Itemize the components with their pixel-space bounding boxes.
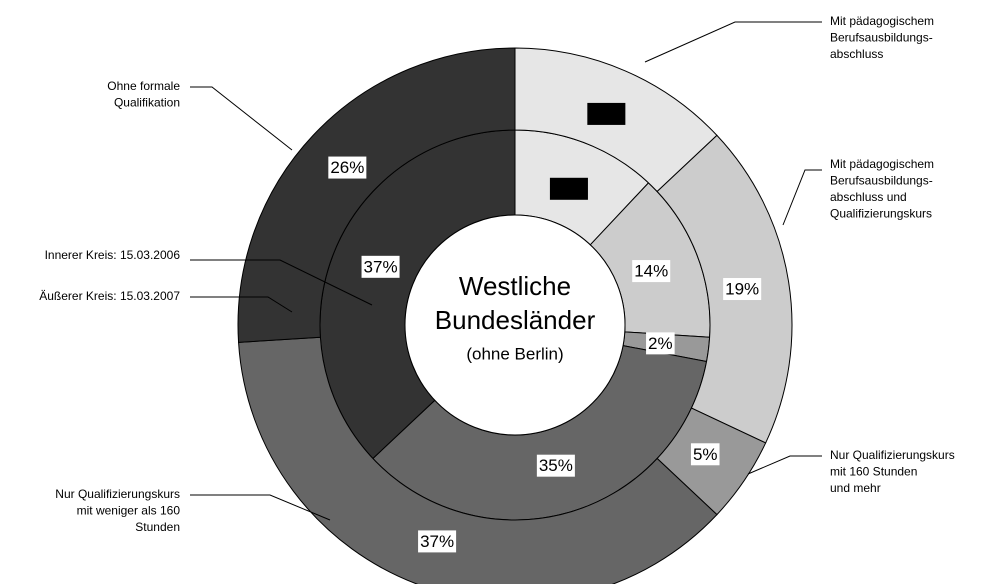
value-label-bg <box>328 156 367 179</box>
value-label: 5% <box>693 445 718 464</box>
center-hole <box>404 214 626 436</box>
legend-label: Nur Qualifizierungskurs <box>830 448 955 462</box>
value-label: 26% <box>330 158 364 177</box>
leader-line <box>747 455 822 475</box>
series-label: Äußerer Kreis: 15.03.2007 <box>39 289 180 303</box>
legend-label: und mehr <box>830 481 881 495</box>
value-label: 13% <box>589 104 623 123</box>
legend-label: Berufsausbildungs- <box>830 31 933 45</box>
slice <box>237 47 516 343</box>
value-label: 14% <box>634 262 668 281</box>
leader-line <box>644 21 822 63</box>
legend-label: Ohne formale <box>107 79 180 93</box>
slice <box>238 336 718 584</box>
legend-label: mit weniger als 160 <box>77 504 181 518</box>
labels: 12% 14% 2% 35% 37% 13% 19% 5% 37% 26% Mit pädagogi… <box>39 14 955 553</box>
legend-label: Qualifizierungskurs <box>830 207 932 221</box>
value-label-bg <box>632 260 671 283</box>
value-label: 12% <box>552 179 586 198</box>
value-label-bg <box>723 278 762 301</box>
value-label: 37% <box>420 532 454 551</box>
series-label: Innerer Kreis: 15.03.2006 <box>45 248 181 262</box>
value-label-bg <box>690 443 720 466</box>
legend-label: Stunden <box>135 520 180 534</box>
legend-label: abschluss <box>830 47 883 61</box>
value-label: 37% <box>364 257 398 276</box>
legend-label: abschluss und <box>830 190 907 204</box>
value-label-bg <box>418 530 457 553</box>
legend-label: Mit pädagogischem <box>830 14 934 28</box>
legend-label: Berufsausbildungs- <box>830 174 933 188</box>
chart-subtitle: (ohne Berlin) <box>466 344 563 363</box>
legend-label: Nur Qualifizierungskurs <box>55 487 180 501</box>
chart-title: Bundesländer <box>435 305 596 335</box>
value-label-bg <box>549 177 588 200</box>
value-label-bg <box>646 332 675 355</box>
legend-label: Qualifikation <box>114 96 180 110</box>
chart-title: Westliche <box>459 271 571 301</box>
value-label: 19% <box>725 280 759 299</box>
leader-line <box>782 169 822 226</box>
leader-line <box>190 296 293 313</box>
value-label-bg <box>536 454 575 477</box>
legend-label: Mit pädagogischem <box>830 157 934 171</box>
leader-line <box>190 86 293 151</box>
legend-label: mit 160 Stunden <box>830 465 917 479</box>
value-label-bg <box>587 102 626 125</box>
value-label-bg <box>361 255 400 278</box>
value-label: 35% <box>539 456 573 475</box>
value-label: 2% <box>648 334 673 353</box>
leader-line <box>190 494 331 521</box>
leader-line <box>190 259 373 306</box>
